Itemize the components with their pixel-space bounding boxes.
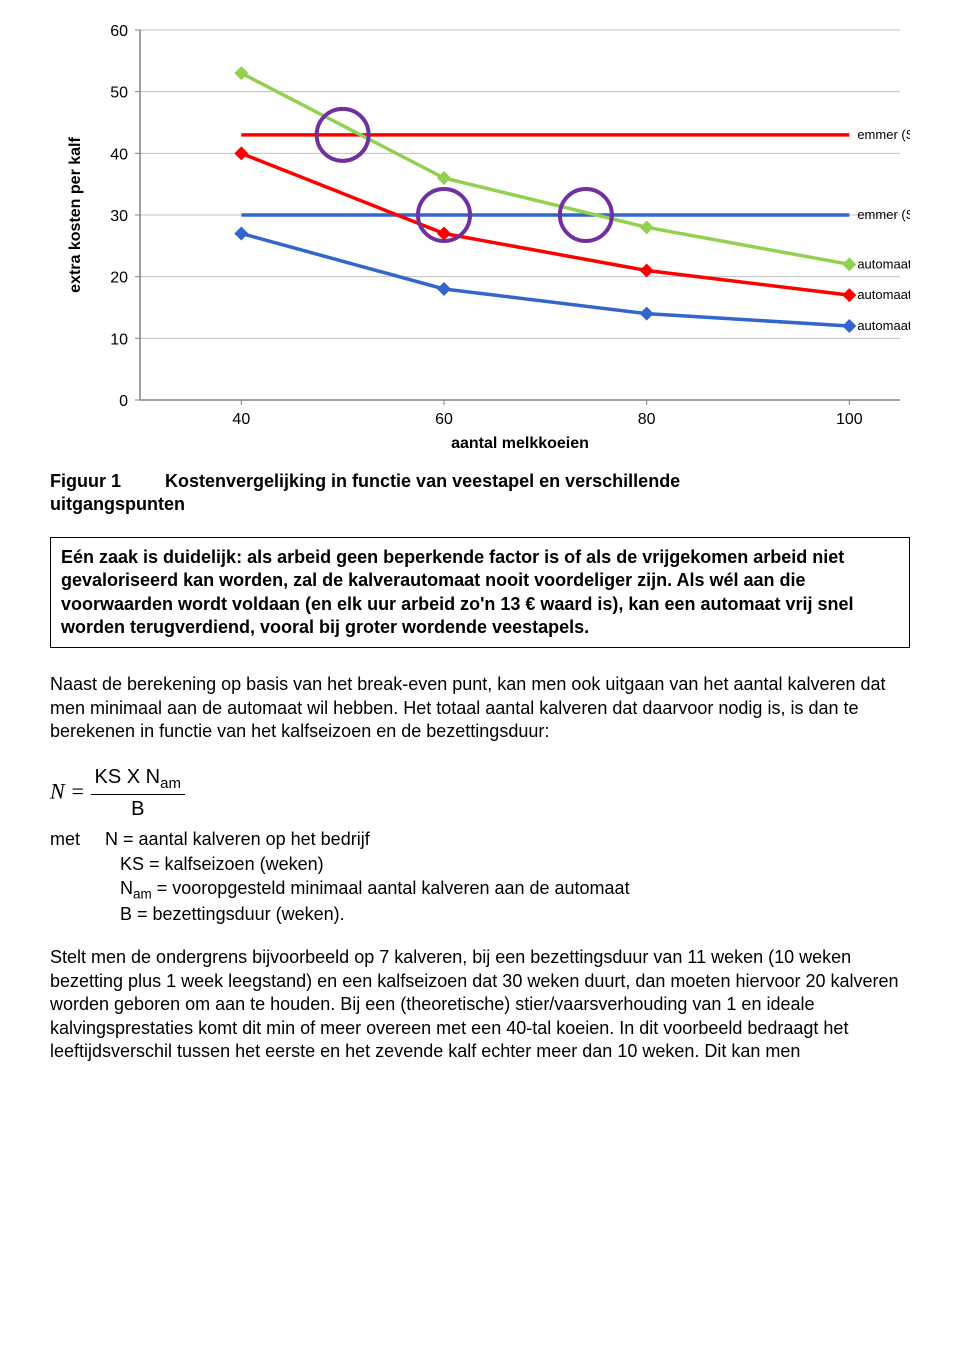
formula-den: B bbox=[91, 795, 185, 822]
svg-text:80: 80 bbox=[638, 411, 656, 428]
svg-text:100: 100 bbox=[836, 411, 863, 428]
figure-caption: Figuur 1 Kostenvergelijking in functie v… bbox=[50, 470, 910, 517]
paragraph-2: Stelt men de ondergrens bijvoorbeeld op … bbox=[50, 946, 910, 1063]
highlight-box-text: Eén zaak is duidelijk: als arbeid geen b… bbox=[61, 547, 854, 637]
svg-text:automaat (SC4): automaat (SC4) bbox=[857, 256, 910, 271]
svg-text:60: 60 bbox=[110, 23, 128, 40]
figure-text-line2: uitgangspunten bbox=[50, 494, 185, 514]
formula-lhs: N = bbox=[50, 778, 85, 803]
svg-text:10: 10 bbox=[110, 331, 128, 348]
svg-text:emmer (SC1&2&4): emmer (SC1&2&4) bbox=[857, 207, 910, 222]
svg-text:20: 20 bbox=[110, 270, 128, 287]
formula-fraction: KS X Nam B bbox=[91, 764, 185, 823]
def-line-B: B = bezettingsduur (weken). bbox=[50, 903, 910, 926]
svg-text:40: 40 bbox=[232, 411, 250, 428]
svg-text:aantal melkkoeien: aantal melkkoeien bbox=[451, 435, 589, 450]
formula-num-sub: am bbox=[160, 775, 181, 792]
highlight-box: Eén zaak is duidelijk: als arbeid geen b… bbox=[50, 537, 910, 649]
svg-text:emmer (SC3): emmer (SC3) bbox=[857, 127, 910, 142]
svg-text:extra kosten per kalf: extra kosten per kalf bbox=[67, 137, 84, 293]
svg-text:50: 50 bbox=[110, 85, 128, 102]
svg-text:40: 40 bbox=[110, 146, 128, 163]
formula-num: KS X N bbox=[95, 766, 161, 788]
svg-text:automaat (SC1): automaat (SC1) bbox=[857, 318, 910, 333]
svg-text:30: 30 bbox=[110, 208, 128, 225]
def-Nam-post: = vooropgesteld minimaal aantal kalveren… bbox=[152, 878, 630, 898]
paragraph-1: Naast de berekening op basis van het bre… bbox=[50, 673, 910, 743]
def-line-Nam: Nam = vooropgesteld minimaal aantal kalv… bbox=[50, 877, 910, 903]
figure-text-line1: Kostenvergelijking in functie van veesta… bbox=[165, 471, 680, 491]
svg-text:60: 60 bbox=[435, 411, 453, 428]
def-line-N: met N = aantal kalveren op het bedrijf bbox=[50, 828, 910, 851]
svg-text:0: 0 bbox=[119, 393, 128, 410]
formula-block: N = KS X Nam B met N = aantal kalveren o… bbox=[50, 764, 910, 927]
cost-chart: 0 10 20 30 40 50 60 40 60 80 100 aantal melkkoeien e… bbox=[50, 20, 910, 450]
defs-met: met bbox=[50, 829, 80, 849]
figure-label: Figuur 1 bbox=[50, 470, 160, 493]
chart-svg: 0 10 20 30 40 50 60 40 60 80 100 aantal melkkoeien e… bbox=[50, 20, 910, 450]
def-N: N = aantal kalveren op het bedrijf bbox=[105, 829, 370, 849]
def-Nam-sub: am bbox=[133, 886, 152, 901]
svg-text:automaat (SC2&3): automaat (SC2&3) bbox=[857, 287, 910, 302]
def-line-KS: KS = kalfseizoen (weken) bbox=[50, 853, 910, 876]
def-Nam-pre: N bbox=[120, 878, 133, 898]
formula: N = KS X Nam B bbox=[50, 764, 185, 823]
